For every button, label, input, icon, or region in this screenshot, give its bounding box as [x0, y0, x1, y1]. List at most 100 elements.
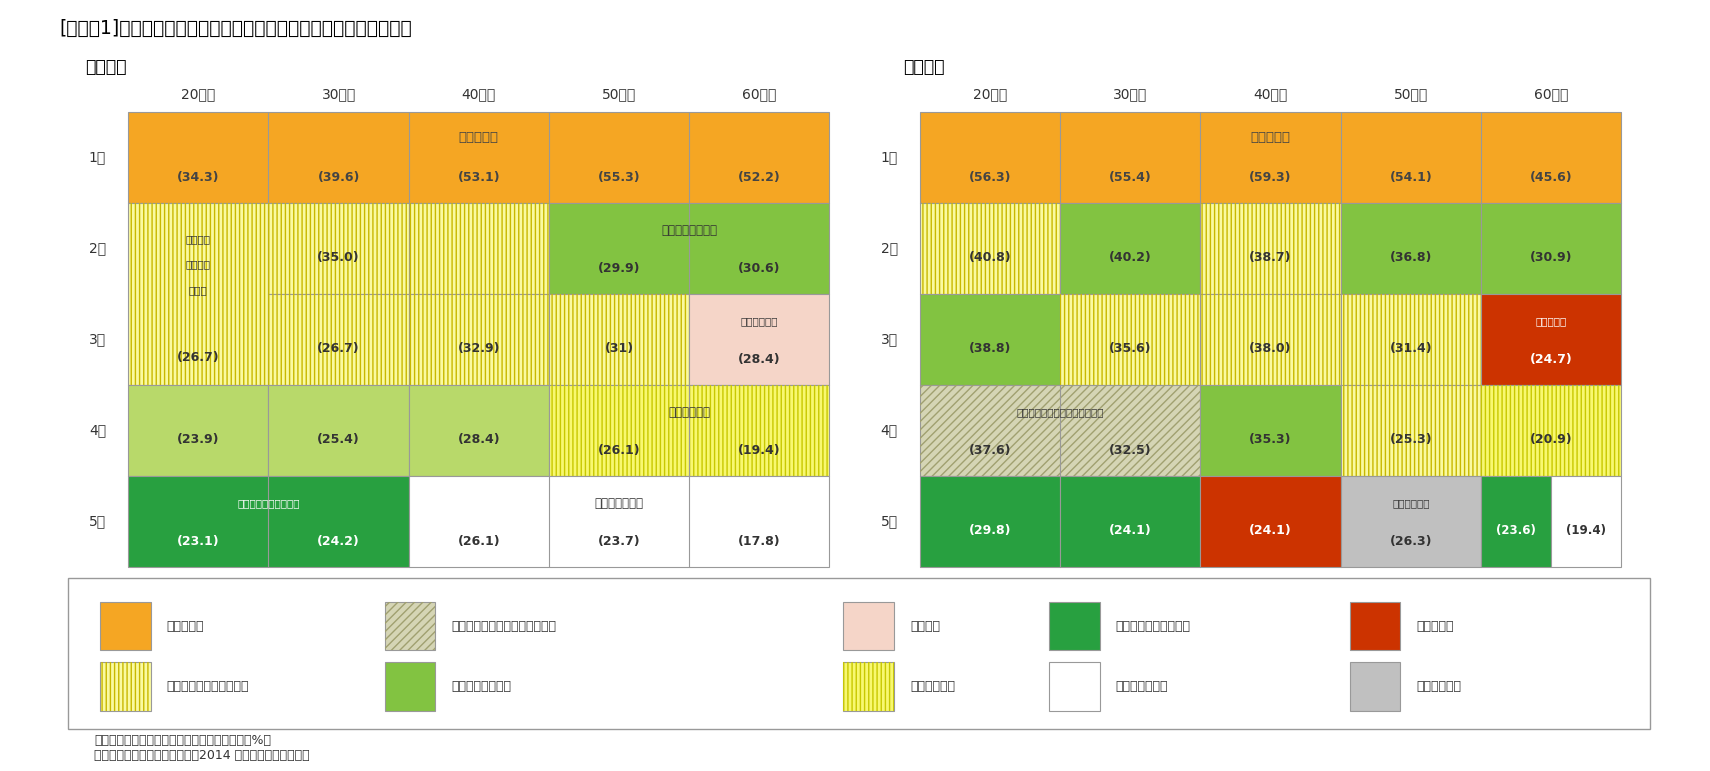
Text: (31.4): (31.4) — [1390, 342, 1431, 355]
Text: 1位: 1位 — [89, 150, 106, 164]
Text: (45.6): (45.6) — [1530, 171, 1571, 183]
Text: (26.3): (26.3) — [1390, 535, 1431, 547]
Text: (23.1): (23.1) — [178, 535, 219, 547]
Text: (52.2): (52.2) — [739, 171, 780, 183]
Text: 20歳代: 20歳代 — [181, 87, 215, 101]
Text: [図表－1]　日ごろの体調や生活習慣に関して課題と感じていること: [図表－1] 日ごろの体調や生活習慣に関して課題と感じていること — [60, 19, 412, 38]
Text: 体力に自信がない: 体力に自信がない — [662, 224, 716, 237]
Text: ストレス: ストレス — [186, 234, 210, 244]
Text: 60歳代: 60歳代 — [1534, 87, 1568, 101]
Text: 運動不足だ: 運動不足だ — [1250, 131, 1291, 143]
Text: 運動不足だ: 運動不足だ — [166, 620, 203, 633]
Text: (35.6): (35.6) — [1110, 342, 1151, 355]
Bar — [843, 662, 894, 711]
Text: (32.5): (32.5) — [1110, 444, 1151, 456]
Text: タバコをすう: タバコをすう — [669, 406, 710, 419]
Bar — [843, 662, 894, 711]
Text: (36.8): (36.8) — [1390, 251, 1431, 264]
Text: 3位: 3位 — [89, 332, 106, 346]
Text: （資料）ニッセイ基礎研究所「2014 年健康に関する調査」: （資料）ニッセイ基礎研究所「2014 年健康に関する調査」 — [94, 749, 310, 762]
Bar — [1349, 602, 1400, 651]
Text: (31): (31) — [604, 342, 634, 355]
Text: (53.1): (53.1) — [458, 171, 499, 183]
Text: 4位: 4位 — [881, 423, 898, 437]
Text: 50歳代: 50歳代 — [602, 87, 636, 101]
Text: (23.9): (23.9) — [178, 433, 219, 446]
Text: 体力に自信がない: 体力に自信がない — [451, 680, 511, 693]
Bar — [385, 602, 436, 651]
Text: 30歳代: 30歳代 — [1113, 87, 1147, 101]
Text: 飲酒する: 飲酒する — [910, 620, 940, 633]
Text: （注）（）内の数字は課題と感じている割合（%）: （注）（）内の数字は課題と感じている割合（%） — [94, 734, 272, 746]
Text: (26.7): (26.7) — [318, 342, 359, 355]
Bar — [1050, 662, 1100, 711]
Text: (29.8): (29.8) — [970, 524, 1011, 537]
Text: 20歳代: 20歳代 — [973, 87, 1007, 101]
Text: (24.2): (24.2) — [318, 535, 359, 547]
Text: がたまっ: がたまっ — [186, 260, 210, 270]
Text: (23.7): (23.7) — [598, 535, 640, 547]
Text: (23.6): (23.6) — [1496, 524, 1536, 537]
Text: (19.4): (19.4) — [739, 444, 780, 456]
Text: 5位: 5位 — [89, 514, 106, 528]
Text: (55.3): (55.3) — [598, 171, 640, 183]
Text: 睡眠時間が短い: 睡眠時間が短い — [1115, 680, 1168, 693]
Text: (38.8): (38.8) — [970, 342, 1011, 355]
Text: (39.6): (39.6) — [318, 171, 359, 183]
Text: (28.4): (28.4) — [739, 353, 780, 365]
Text: (26.7): (26.7) — [178, 351, 219, 364]
Text: 運動が嫌いだ: 運動が嫌いだ — [1416, 680, 1460, 693]
Bar — [385, 662, 436, 711]
Text: (55.4): (55.4) — [1108, 171, 1153, 183]
Text: 40歳代: 40歳代 — [1253, 87, 1288, 101]
Text: (38.0): (38.0) — [1250, 342, 1291, 355]
Text: 1位: 1位 — [881, 150, 898, 164]
Text: (25.4): (25.4) — [318, 433, 359, 446]
Text: (30.9): (30.9) — [1530, 251, 1571, 264]
Text: (25.3): (25.3) — [1390, 433, 1431, 446]
Text: (34.3): (34.3) — [178, 171, 219, 183]
Text: (35.0): (35.0) — [318, 251, 359, 264]
Bar — [1050, 602, 1100, 651]
Text: (20.9): (20.9) — [1530, 433, 1571, 446]
Text: ている: ている — [190, 285, 207, 295]
Text: (17.8): (17.8) — [739, 535, 780, 547]
Bar — [1349, 662, 1400, 711]
Text: タバコをすう: タバコをすう — [910, 680, 954, 693]
Text: (40.8): (40.8) — [970, 251, 1011, 264]
Text: (32.9): (32.9) — [458, 342, 499, 355]
Text: 3位: 3位 — [881, 332, 898, 346]
Bar — [99, 662, 150, 711]
Text: (24.7): (24.7) — [1529, 353, 1573, 365]
Text: 5位: 5位 — [881, 514, 898, 528]
Text: (26.1): (26.1) — [458, 535, 499, 547]
Text: 運動不足だ: 運動不足だ — [458, 131, 499, 143]
Text: ストレスがたまっている: ストレスがたまっている — [166, 680, 250, 693]
Text: (38.7): (38.7) — [1250, 251, 1291, 264]
Text: (37.6): (37.6) — [970, 444, 1011, 456]
Text: 30歳代: 30歳代 — [321, 87, 356, 101]
Text: 2位: 2位 — [89, 241, 106, 255]
Text: 寝つき・目覚めが悪い: 寝つき・目覚めが悪い — [238, 498, 299, 508]
Text: 【女性】: 【女性】 — [903, 58, 944, 76]
Text: (24.1): (24.1) — [1108, 524, 1151, 537]
Text: 2位: 2位 — [881, 241, 898, 255]
Text: 太りやすい: 太りやすい — [1536, 316, 1566, 326]
Text: (54.1): (54.1) — [1389, 171, 1433, 183]
Bar — [385, 602, 436, 651]
Text: 60歳代: 60歳代 — [742, 87, 776, 101]
Text: 寝つき・目覚めが悪い: 寝つき・目覚めが悪い — [1115, 620, 1190, 633]
Bar — [99, 602, 150, 651]
Text: 50歳代: 50歳代 — [1394, 87, 1428, 101]
Text: (35.3): (35.3) — [1250, 433, 1291, 446]
Text: いつも疲れている・体がだるい: いつも疲れている・体がだるい — [1016, 407, 1105, 417]
Text: (56.3): (56.3) — [970, 171, 1011, 183]
Text: 40歳代: 40歳代 — [462, 87, 496, 101]
Text: 4位: 4位 — [89, 423, 106, 437]
Bar — [843, 602, 894, 651]
Text: 【男性】: 【男性】 — [86, 58, 127, 76]
Text: 睡眠時間が短い: 睡眠時間が短い — [595, 497, 643, 510]
Text: 運動が嫌いだ: 運動が嫌いだ — [1392, 498, 1430, 508]
Text: (30.6): (30.6) — [739, 262, 780, 274]
Text: いつも疲れている・体がだるい: いつも疲れている・体がだるい — [451, 620, 556, 633]
